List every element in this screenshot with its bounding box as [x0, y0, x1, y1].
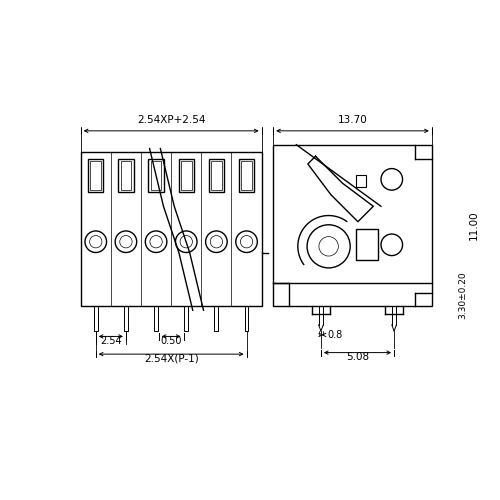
Text: 11.00: 11.00 — [469, 210, 479, 240]
Text: 5.08: 5.08 — [346, 352, 369, 362]
Bar — [211, 161, 222, 190]
Bar — [184, 306, 188, 331]
Bar — [120, 161, 132, 190]
Bar — [356, 230, 378, 260]
Bar — [88, 158, 104, 192]
Bar — [181, 161, 192, 190]
Text: 13.70: 13.70 — [338, 114, 368, 124]
Bar — [118, 158, 134, 192]
Bar — [154, 306, 158, 331]
Bar — [94, 306, 98, 331]
Bar — [239, 158, 254, 192]
Text: 2.54XP+2.54: 2.54XP+2.54 — [137, 114, 205, 124]
Bar — [148, 158, 164, 192]
Bar — [178, 158, 194, 192]
Bar — [124, 306, 128, 331]
Bar — [150, 161, 162, 190]
Text: 0.50: 0.50 — [160, 336, 182, 345]
Bar — [80, 152, 262, 306]
Text: 2.54X(P-1): 2.54X(P-1) — [144, 354, 199, 364]
Text: 2.54: 2.54 — [100, 336, 122, 345]
Bar — [214, 306, 218, 331]
Text: 3.30±0.20: 3.30±0.20 — [458, 271, 467, 318]
Bar — [356, 174, 366, 187]
Bar — [244, 306, 248, 331]
Text: 0.8: 0.8 — [327, 330, 342, 340]
Bar — [273, 144, 432, 306]
Bar — [90, 161, 101, 190]
Bar — [208, 158, 224, 192]
Bar — [241, 161, 252, 190]
